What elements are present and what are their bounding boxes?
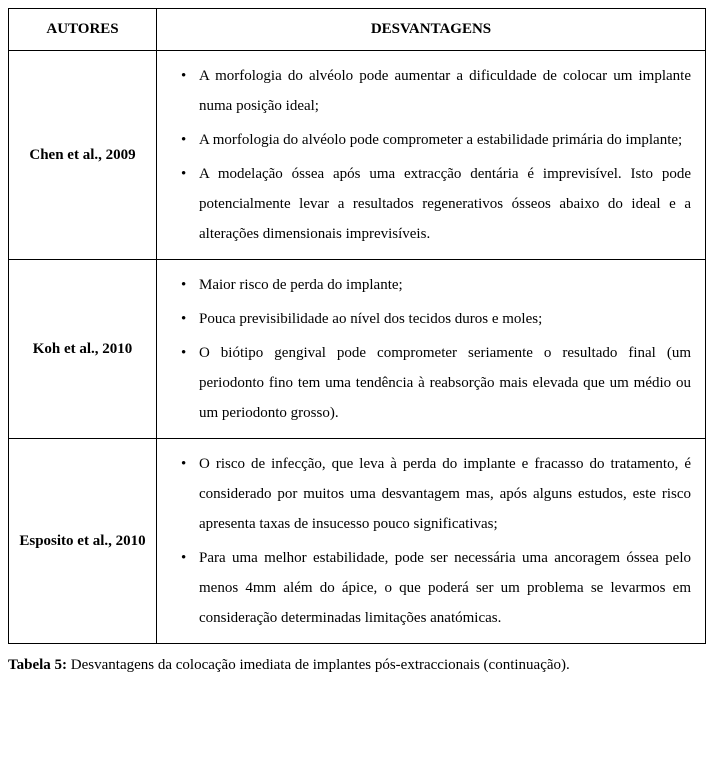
list-item: O biótipo gengival pode comprometer seri… — [161, 338, 691, 428]
disadvantages-cell: A morfologia do alvéolo pode aumentar a … — [157, 51, 706, 260]
caption-label: Tabela 5: — [8, 657, 67, 673]
table-caption: Tabela 5: Desvantagens da colocação imed… — [8, 650, 706, 680]
author-cell: Chen et al., 2009 — [9, 51, 157, 260]
disadvantages-table: AUTORES DESVANTAGENS Chen et al., 2009A … — [8, 8, 706, 644]
author-cell: Koh et al., 2010 — [9, 260, 157, 439]
caption-text: Desvantagens da colocação imediata de im… — [67, 657, 570, 673]
disadvantage-list: A morfologia do alvéolo pode aumentar a … — [161, 61, 691, 249]
list-item: Maior risco de perda do implante; — [161, 270, 691, 300]
author-cell: Esposito et al., 2010 — [9, 439, 157, 644]
disadvantage-list: O risco de infecção, que leva à perda do… — [161, 449, 691, 633]
list-item: A morfologia do alvéolo pode comprometer… — [161, 125, 691, 155]
header-authors: AUTORES — [9, 9, 157, 51]
list-item: A morfologia do alvéolo pode aumentar a … — [161, 61, 691, 121]
list-item: Para uma melhor estabilidade, pode ser n… — [161, 543, 691, 633]
table-body: Chen et al., 2009A morfologia do alvéolo… — [9, 51, 706, 644]
disadvantages-cell: Maior risco de perda do implante; Pouca p… — [157, 260, 706, 439]
list-item: Pouca previsibilidade ao nível dos tecid… — [161, 304, 691, 334]
table-row: Koh et al., 2010Maior risco de perda do … — [9, 260, 706, 439]
header-disadvantages: DESVANTAGENS — [157, 9, 706, 51]
table-row: Esposito et al., 2010O risco de infecção… — [9, 439, 706, 644]
disadvantages-cell: O risco de infecção, que leva à perda do… — [157, 439, 706, 644]
list-item: A modelação óssea após uma extracção den… — [161, 159, 691, 249]
table-row: Chen et al., 2009A morfologia do alvéolo… — [9, 51, 706, 260]
disadvantage-list: Maior risco de perda do implante; Pouca p… — [161, 270, 691, 428]
list-item: O risco de infecção, que leva à perda do… — [161, 449, 691, 539]
